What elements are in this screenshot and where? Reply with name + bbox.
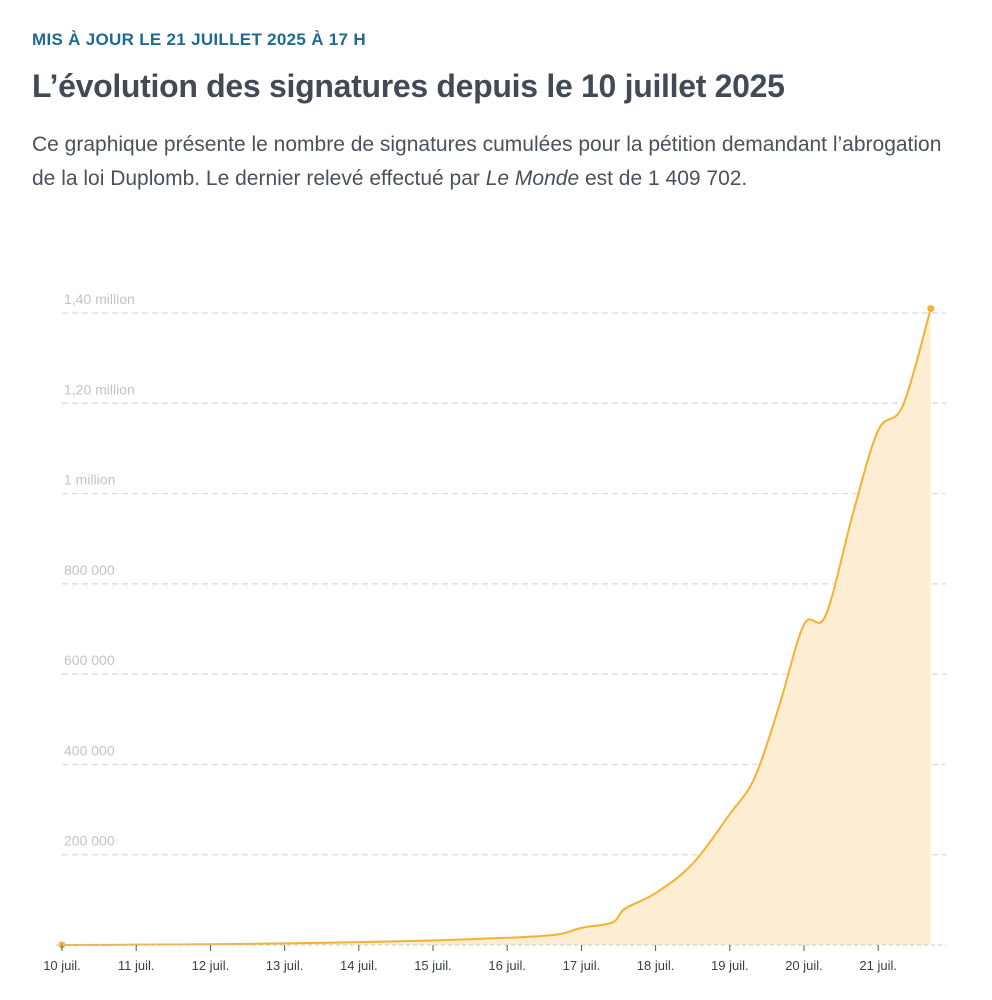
x-axis: 10 juil. 11 juil. 12 juil. 13 juil. 14 juil.… <box>43 944 946 973</box>
x-tick-label: 11 juil. <box>118 958 155 973</box>
description-source: Le Monde <box>485 167 580 190</box>
chart-title: L’évolution des signatures depuis le 10 … <box>32 68 785 104</box>
signatures-line <box>61 308 932 946</box>
x-tick-label: 13 juil. <box>266 958 304 973</box>
chart-description: Ce graphique présente le nombre de signa… <box>32 128 962 196</box>
y-tick-label: 200 000 <box>64 833 115 849</box>
y-tick-label: 1,40 million <box>64 291 135 307</box>
end-point <box>927 305 935 313</box>
y-tick-label: 400 000 <box>64 742 115 758</box>
x-tick-label: 20 juil. <box>785 958 823 973</box>
x-tick-label: 12 juil. <box>192 958 230 973</box>
signatures-area <box>62 308 931 945</box>
y-tick-label: 600 000 <box>64 652 115 668</box>
x-tick-label: 19 juil. <box>711 958 749 973</box>
grid-layer: 1,40 million 1,20 million 1 million 800 000… <box>62 291 946 856</box>
description-text-end: est de 1 409 702. <box>579 167 748 190</box>
y-tick-label: 1 million <box>64 472 115 488</box>
x-tick-label: 10 juil. <box>43 958 81 973</box>
y-tick-label: 1,20 million <box>64 381 135 397</box>
x-tick-label: 16 juil. <box>488 958 526 973</box>
x-tick-label: 21 juil. <box>859 958 897 973</box>
update-kicker: MIS À JOUR LE 21 JUILLET 2025 À 17 H <box>32 30 366 49</box>
x-tick-label: 15 juil. <box>414 958 452 973</box>
x-tick-label: 14 juil. <box>340 958 378 973</box>
y-tick-label: 800 000 <box>64 562 115 578</box>
x-tick-label: 17 juil. <box>563 958 601 973</box>
description-text-start: Ce graphique présente le nombre de signa… <box>32 133 942 190</box>
x-tick-label: 18 juil. <box>637 958 675 973</box>
